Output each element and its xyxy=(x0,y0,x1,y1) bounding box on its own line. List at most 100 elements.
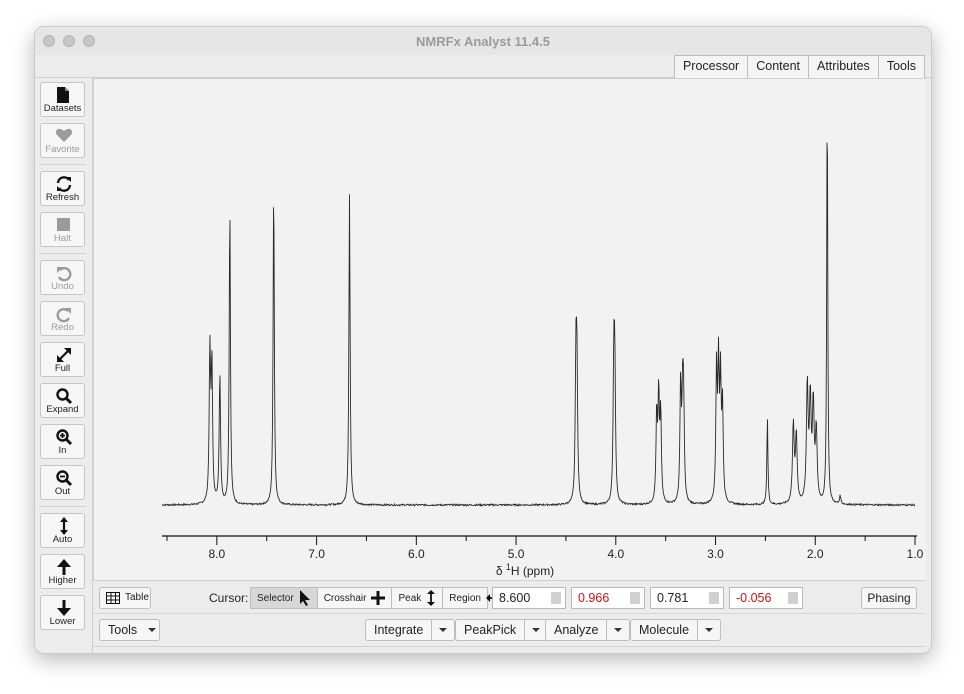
cursor-mode-selector: Selector Crosshair Peak Region xyxy=(250,587,504,609)
analyze-menu[interactable]: Analyze xyxy=(545,619,631,641)
refresh-icon xyxy=(56,176,72,192)
tab-content[interactable]: Content xyxy=(747,56,808,78)
refresh-button[interactable]: Refresh xyxy=(40,171,85,206)
region-mode-label: Region xyxy=(449,592,481,604)
arrow-up-icon xyxy=(57,559,71,575)
halt-button[interactable]: Halt xyxy=(40,212,85,247)
table-icon xyxy=(106,592,120,604)
color-swatch xyxy=(709,592,719,604)
chevron-down-icon[interactable] xyxy=(524,620,547,640)
zoom-out-label: Out xyxy=(54,486,71,497)
vertical-resize-icon xyxy=(427,590,436,606)
close-window-button[interactable] xyxy=(43,35,55,47)
undo-icon xyxy=(57,267,72,282)
x-axis: 8.0 7.0 6.0 5.0 4.0 3.0 2.0 1.0 xyxy=(162,535,924,561)
crosshair-mode-label: Crosshair xyxy=(323,592,367,604)
cursor-delta-intensity-value: -0.056 xyxy=(736,591,772,605)
vertical-arrows-icon xyxy=(60,517,68,535)
higher-button[interactable]: Higher xyxy=(40,554,85,589)
stop-icon xyxy=(57,218,70,231)
selector-mode-label: Selector xyxy=(257,592,294,604)
lower-label: Lower xyxy=(49,616,76,627)
left-toolbar: Datasets Favorite Refresh Halt Undo Redo… xyxy=(35,78,93,653)
integrate-label: Integrate xyxy=(374,623,424,637)
tools-menu-label: Tools xyxy=(108,623,138,637)
cursor-delta-intensity-field[interactable]: -0.056 xyxy=(729,587,803,609)
zoom-in-button[interactable]: In xyxy=(40,424,85,459)
spectrum-canvas[interactable]: 8.0 7.0 6.0 5.0 4.0 3.0 2.0 1.0 δ 1H (ppm) xyxy=(93,78,926,581)
expand-label: Expand xyxy=(46,404,79,415)
tab-tools[interactable]: Tools xyxy=(877,56,924,78)
full-label: Full xyxy=(54,363,71,374)
cursor-delta-value: 0.781 xyxy=(657,591,689,605)
peakpick-menu[interactable]: PeakPick xyxy=(455,619,549,641)
chevron-down-icon[interactable] xyxy=(431,620,454,640)
toolbar-divider xyxy=(39,506,86,507)
x-axis-tick-label: 2.0 xyxy=(807,547,824,561)
redo-icon xyxy=(56,308,71,323)
chevron-down-icon[interactable] xyxy=(606,620,629,640)
x-axis-tick-label: 5.0 xyxy=(508,547,525,561)
auto-label: Auto xyxy=(52,534,73,545)
cursor-intensity-value: 0.966 xyxy=(578,591,610,605)
toolbar-divider xyxy=(39,164,86,165)
spectrum-chart: 8.0 7.0 6.0 5.0 4.0 3.0 2.0 1.0 δ 1H (ppm) xyxy=(161,142,924,578)
higher-label: Higher xyxy=(48,575,77,586)
toolbar-divider xyxy=(39,253,86,254)
color-swatch xyxy=(788,592,798,604)
peak-mode-label: Peak xyxy=(398,592,422,604)
cursor-label: Cursor: xyxy=(209,591,249,605)
x-axis-tick-label: 8.0 xyxy=(209,547,226,561)
crosshair-mode-option[interactable]: Crosshair xyxy=(316,588,392,608)
cursor-ppm-field[interactable]: 8.600 xyxy=(492,587,566,609)
heart-icon xyxy=(55,128,73,142)
cursor-mode-selector-option[interactable]: Selector xyxy=(251,588,317,608)
peakpick-label: PeakPick xyxy=(464,623,517,637)
minimize-window-button[interactable] xyxy=(63,35,75,47)
color-swatch xyxy=(630,592,640,604)
datasets-button[interactable]: Datasets xyxy=(40,82,85,117)
x-axis-tick-label: 7.0 xyxy=(308,547,325,561)
table-button[interactable]: Table xyxy=(99,587,151,609)
integrate-menu[interactable]: Integrate xyxy=(365,619,456,641)
redo-button[interactable]: Redo xyxy=(40,301,85,336)
undo-label: Undo xyxy=(51,281,74,292)
analyze-label: Analyze xyxy=(554,623,599,637)
favorite-label: Favorite xyxy=(45,144,80,155)
halt-label: Halt xyxy=(54,233,71,244)
expand-button[interactable]: Expand xyxy=(40,383,85,418)
x-axis-tick-label: 1.0 xyxy=(907,547,924,561)
tab-attributes[interactable]: Attributes xyxy=(808,56,878,78)
cursor-delta-field[interactable]: 0.781 xyxy=(650,587,724,609)
lower-button[interactable]: Lower xyxy=(40,595,85,630)
cursor-toolbar: Table Cursor: Selector Crosshair Peak Re… xyxy=(93,580,925,613)
redo-label: Redo xyxy=(51,322,74,333)
peak-mode-option[interactable]: Peak xyxy=(391,588,442,608)
molecule-label: Molecule xyxy=(639,623,690,637)
molecule-menu[interactable]: Molecule xyxy=(630,619,722,641)
zoom-in-label: In xyxy=(58,445,67,456)
zoom-in-icon xyxy=(56,429,73,446)
zoom-out-button[interactable]: Out xyxy=(40,465,85,500)
color-swatch xyxy=(551,592,561,604)
tabs-bar: Processor Content Attributes Tools xyxy=(35,55,931,79)
phasing-button[interactable]: Phasing xyxy=(861,587,917,609)
cursor-intensity-field[interactable]: 0.966 xyxy=(571,587,645,609)
tools-menu-button[interactable]: Tools xyxy=(99,619,161,641)
undo-button[interactable]: Undo xyxy=(40,260,85,295)
tab-processor[interactable]: Processor xyxy=(682,59,740,73)
tab-group: Processor Content Attributes Tools xyxy=(673,55,925,79)
auto-button[interactable]: Auto xyxy=(40,513,85,548)
full-button[interactable]: Full xyxy=(40,342,85,377)
x-axis-tick-label: 6.0 xyxy=(408,547,425,561)
chevron-down-icon[interactable] xyxy=(697,620,720,640)
x-axis-label: δ 1H (ppm) xyxy=(496,562,554,578)
datasets-label: Datasets xyxy=(43,103,82,114)
favorite-button[interactable]: Favorite xyxy=(40,123,85,158)
x-axis-tick-label: 4.0 xyxy=(607,547,624,561)
zoom-window-button[interactable] xyxy=(83,35,95,47)
window-title: NMRFx Analyst 11.4.5 xyxy=(416,34,550,49)
crosshair-icon xyxy=(371,591,386,605)
spectrum-trace xyxy=(161,142,916,508)
table-label: Table xyxy=(125,592,149,603)
